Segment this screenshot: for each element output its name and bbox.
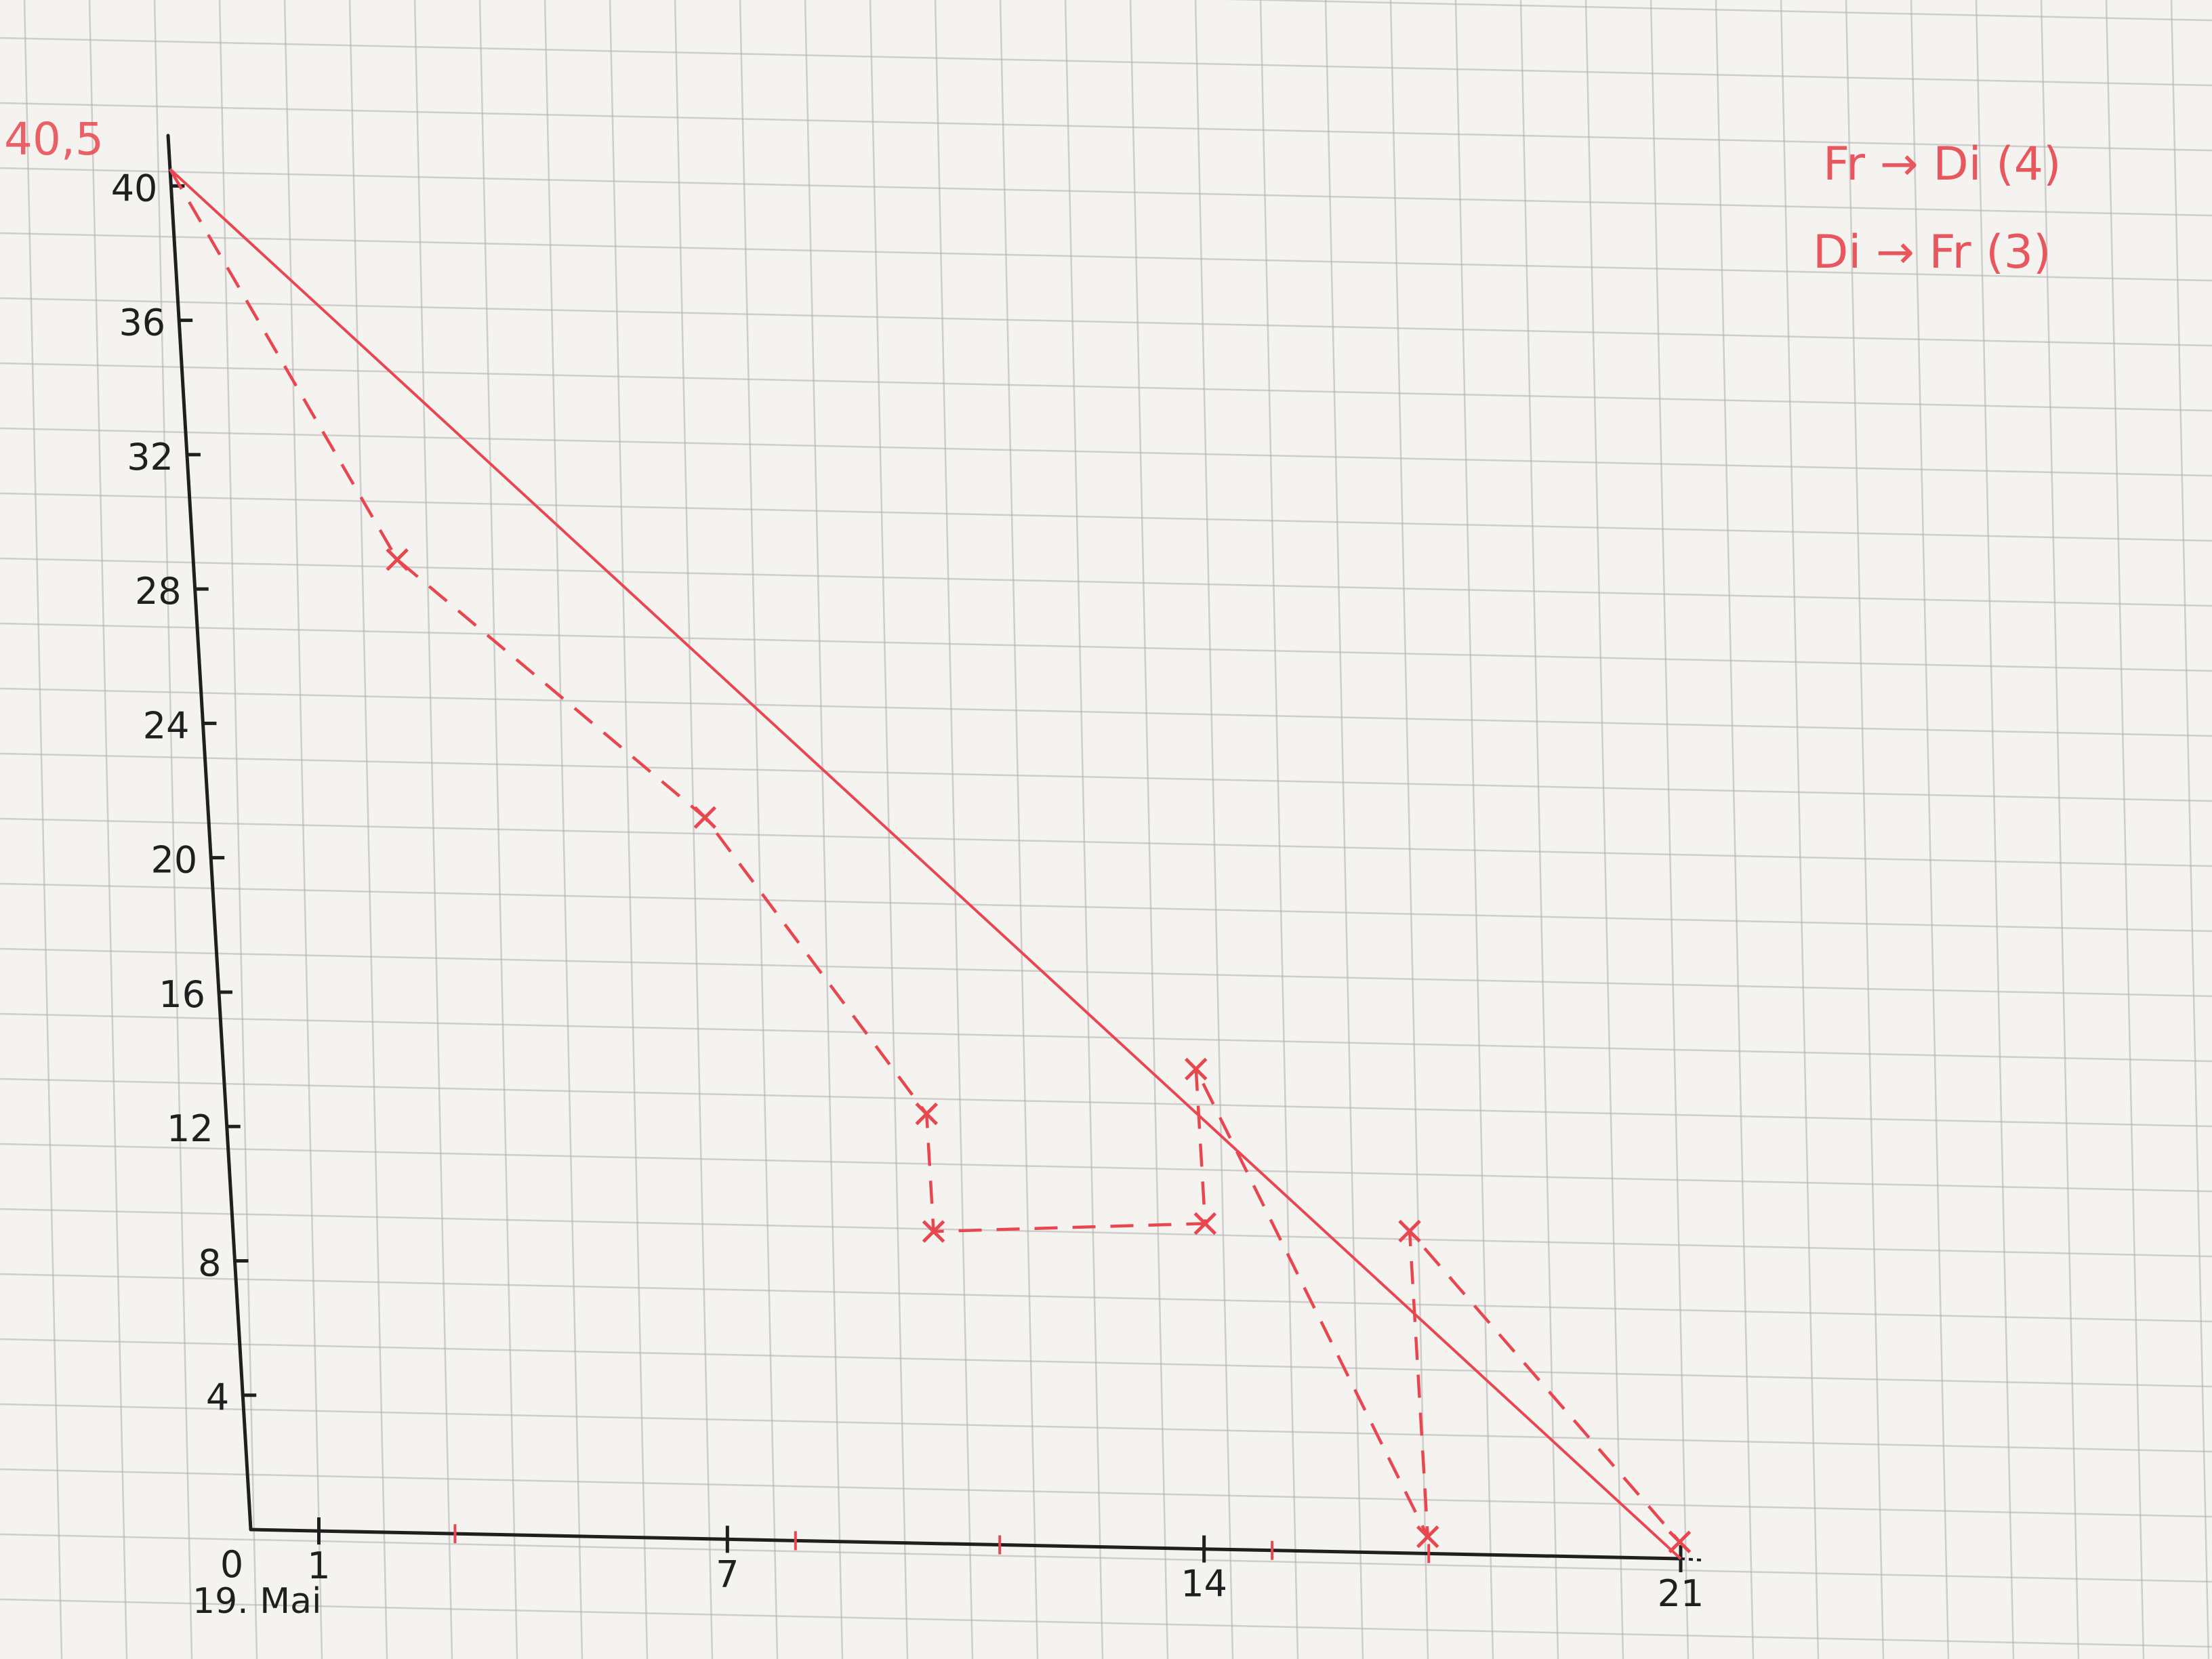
- grid-line-horizontal: [0, 1143, 2212, 1193]
- y-tick-label: 40: [111, 167, 158, 209]
- data-point-marker: [915, 1102, 939, 1126]
- grid-line-vertical: [1389, 0, 1429, 1659]
- axis-ticks: 4 8 12 16 20 24 28 32 36 40 0 1 7 14 21: [111, 167, 1704, 1615]
- grid-line-vertical: [1715, 0, 1755, 1659]
- grid-line-horizontal: [0, 102, 2212, 152]
- grid-line-horizontal: [0, 37, 2212, 87]
- grid-line-horizontal: [0, 1598, 2212, 1648]
- grid-line-horizontal: [0, 882, 2212, 933]
- grid-line-vertical: [739, 0, 779, 1659]
- grid-line-vertical: [2105, 0, 2145, 1659]
- grid-line-vertical: [1780, 0, 1820, 1659]
- grid-line-horizontal: [1224, 0, 2212, 22]
- grid-line-horizontal: [0, 492, 2212, 542]
- y-tick-label: 8: [198, 1242, 221, 1284]
- y-tick-label: 28: [135, 570, 182, 613]
- start-date-label: 19. Mai: [192, 1581, 321, 1622]
- x-tick-label: 1: [307, 1544, 330, 1587]
- data-point-marker: [1193, 1212, 1217, 1235]
- grid-line-vertical: [1324, 0, 1364, 1659]
- data-series: [168, 168, 1692, 1560]
- grid-line-vertical: [283, 0, 323, 1659]
- x-axis: [249, 1528, 1683, 1561]
- grid-line-horizontal: [0, 232, 2212, 282]
- grid-line-vertical: [1845, 0, 1885, 1659]
- data-point-marker: [1668, 1530, 1692, 1553]
- grid-line-vertical: [2170, 0, 2210, 1659]
- grid-line-horizontal: [0, 1338, 2212, 1388]
- x-axis-arrow-icon: [1680, 1557, 1702, 1561]
- grid-line-vertical: [1454, 0, 1494, 1659]
- axes: [166, 134, 1702, 1561]
- grid-line-vertical: [1519, 0, 1559, 1659]
- grid-line-horizontal: [0, 1078, 2212, 1128]
- data-point-marker: [386, 548, 409, 571]
- grid-line-horizontal: [0, 687, 2212, 737]
- grid-line-vertical: [153, 0, 193, 1659]
- x-tick-label: 21: [1658, 1572, 1704, 1615]
- y-tick-label: 4: [206, 1376, 229, 1419]
- start-value-annotation: 40,5: [4, 113, 104, 165]
- grid-line-vertical: [23, 0, 63, 1659]
- data-point-marker: [1398, 1219, 1421, 1243]
- grid-line-vertical: [1650, 0, 1689, 1659]
- y-axis: [166, 134, 253, 1532]
- grid-line-horizontal: [0, 1468, 2212, 1518]
- grid-line-vertical: [1910, 0, 1950, 1659]
- grid-line-vertical: [1584, 0, 1624, 1659]
- y-tick-label: 20: [150, 839, 197, 882]
- grid-line-horizontal: [0, 297, 2212, 347]
- grid-line-horizontal: [0, 557, 2212, 607]
- y-tick-label: 16: [159, 973, 205, 1016]
- grid-line-vertical: [674, 0, 714, 1659]
- y-tick-label: 24: [143, 704, 190, 747]
- grid-line-vertical: [544, 0, 583, 1659]
- grid-line-vertical: [804, 0, 844, 1659]
- grid-line-horizontal: [0, 752, 2212, 802]
- actual-line: [168, 168, 1681, 1543]
- grid-line-horizontal: [0, 427, 2212, 477]
- grid-line-horizontal: [0, 622, 2212, 672]
- y-tick-label: 32: [127, 436, 173, 478]
- grid-line-vertical: [1064, 0, 1104, 1659]
- grid-line-vertical: [218, 0, 258, 1659]
- data-point-marker: [1416, 1525, 1439, 1549]
- grid-line-horizontal: [0, 1208, 2212, 1258]
- x-tick-label: 0: [220, 1543, 243, 1586]
- data-point-marker: [693, 806, 717, 830]
- grid-line-horizontal: [0, 1012, 2212, 1063]
- legend-notes: Fr → Di (4) Di → Fr (3): [1813, 138, 2062, 279]
- grid-line-vertical: [1194, 0, 1234, 1659]
- y-tick-label: 36: [119, 302, 165, 344]
- grid-line-horizontal: [0, 1403, 2212, 1453]
- grid-line-vertical: [1129, 0, 1169, 1659]
- grid-line-horizontal: [0, 947, 2212, 998]
- legend-note: Fr → Di (4): [1823, 138, 2062, 191]
- grid-line-horizontal: [0, 1533, 2212, 1583]
- ideal-line: [169, 168, 1682, 1560]
- legend-note: Di → Fr (3): [1813, 226, 2051, 279]
- grid-line-horizontal: [0, 362, 2212, 412]
- grid-line-horizontal: [0, 817, 2212, 867]
- grid-line-horizontal: [0, 1273, 2212, 1323]
- grid-line-vertical: [999, 0, 1039, 1659]
- x-tick-label: 14: [1181, 1563, 1227, 1605]
- x-tick-label: 7: [716, 1553, 739, 1595]
- data-point-marker: [1185, 1057, 1208, 1081]
- grid-line-vertical: [88, 0, 128, 1659]
- y-tick-label: 12: [167, 1107, 213, 1150]
- data-point-marker: [922, 1220, 945, 1243]
- grid-line-vertical: [609, 0, 649, 1659]
- grid-line-vertical: [1259, 0, 1299, 1659]
- grid-line-horizontal: [0, 167, 2212, 217]
- grid-line-vertical: [934, 0, 974, 1659]
- grid-line-vertical: [348, 0, 388, 1659]
- grid-line-vertical: [413, 0, 453, 1659]
